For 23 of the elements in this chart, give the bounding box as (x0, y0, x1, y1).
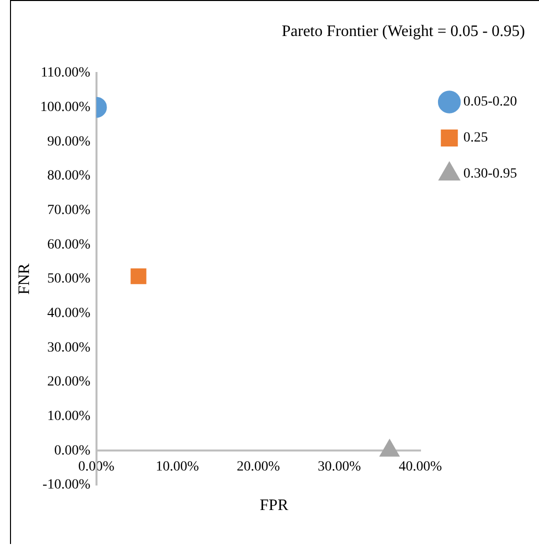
y-tick-label: 0.00% (54, 443, 91, 458)
y-tick-label: 100.00% (40, 100, 91, 116)
x-tick-label: 20.00% (236, 460, 280, 475)
legend-label: 0.25 (463, 130, 488, 146)
y-tick-label: 90.00% (47, 134, 91, 150)
y-axis-title: FNR (16, 263, 33, 295)
x-tick-label: 10.00% (156, 460, 200, 475)
y-tick-label: 20.00% (47, 374, 91, 390)
chart-title: Pareto Frontier (Weight = 0.05 - 0.95) (282, 23, 525, 41)
x-tick-label: 30.00% (318, 460, 362, 475)
x-tick-label: 40.00% (398, 460, 442, 475)
y-tick-label: 40.00% (47, 306, 91, 322)
y-tick-label: 10.00% (47, 409, 91, 424)
legend-label: 0.30-0.95 (463, 166, 518, 182)
x-axis-title: FPR (258, 497, 290, 515)
y-tick-label: 70.00% (47, 203, 91, 218)
y-tick-label: 60.00% (47, 237, 91, 252)
y-tick-label: 110.00% (40, 66, 91, 81)
y-tick-label: 30.00% (47, 340, 91, 356)
y-tick-label: 50.00% (47, 272, 91, 287)
y-tick-label: -10.00% (42, 478, 91, 493)
y-tick-label: 80.00% (47, 168, 91, 184)
legend-label: 0.05-0.20 (463, 94, 518, 110)
